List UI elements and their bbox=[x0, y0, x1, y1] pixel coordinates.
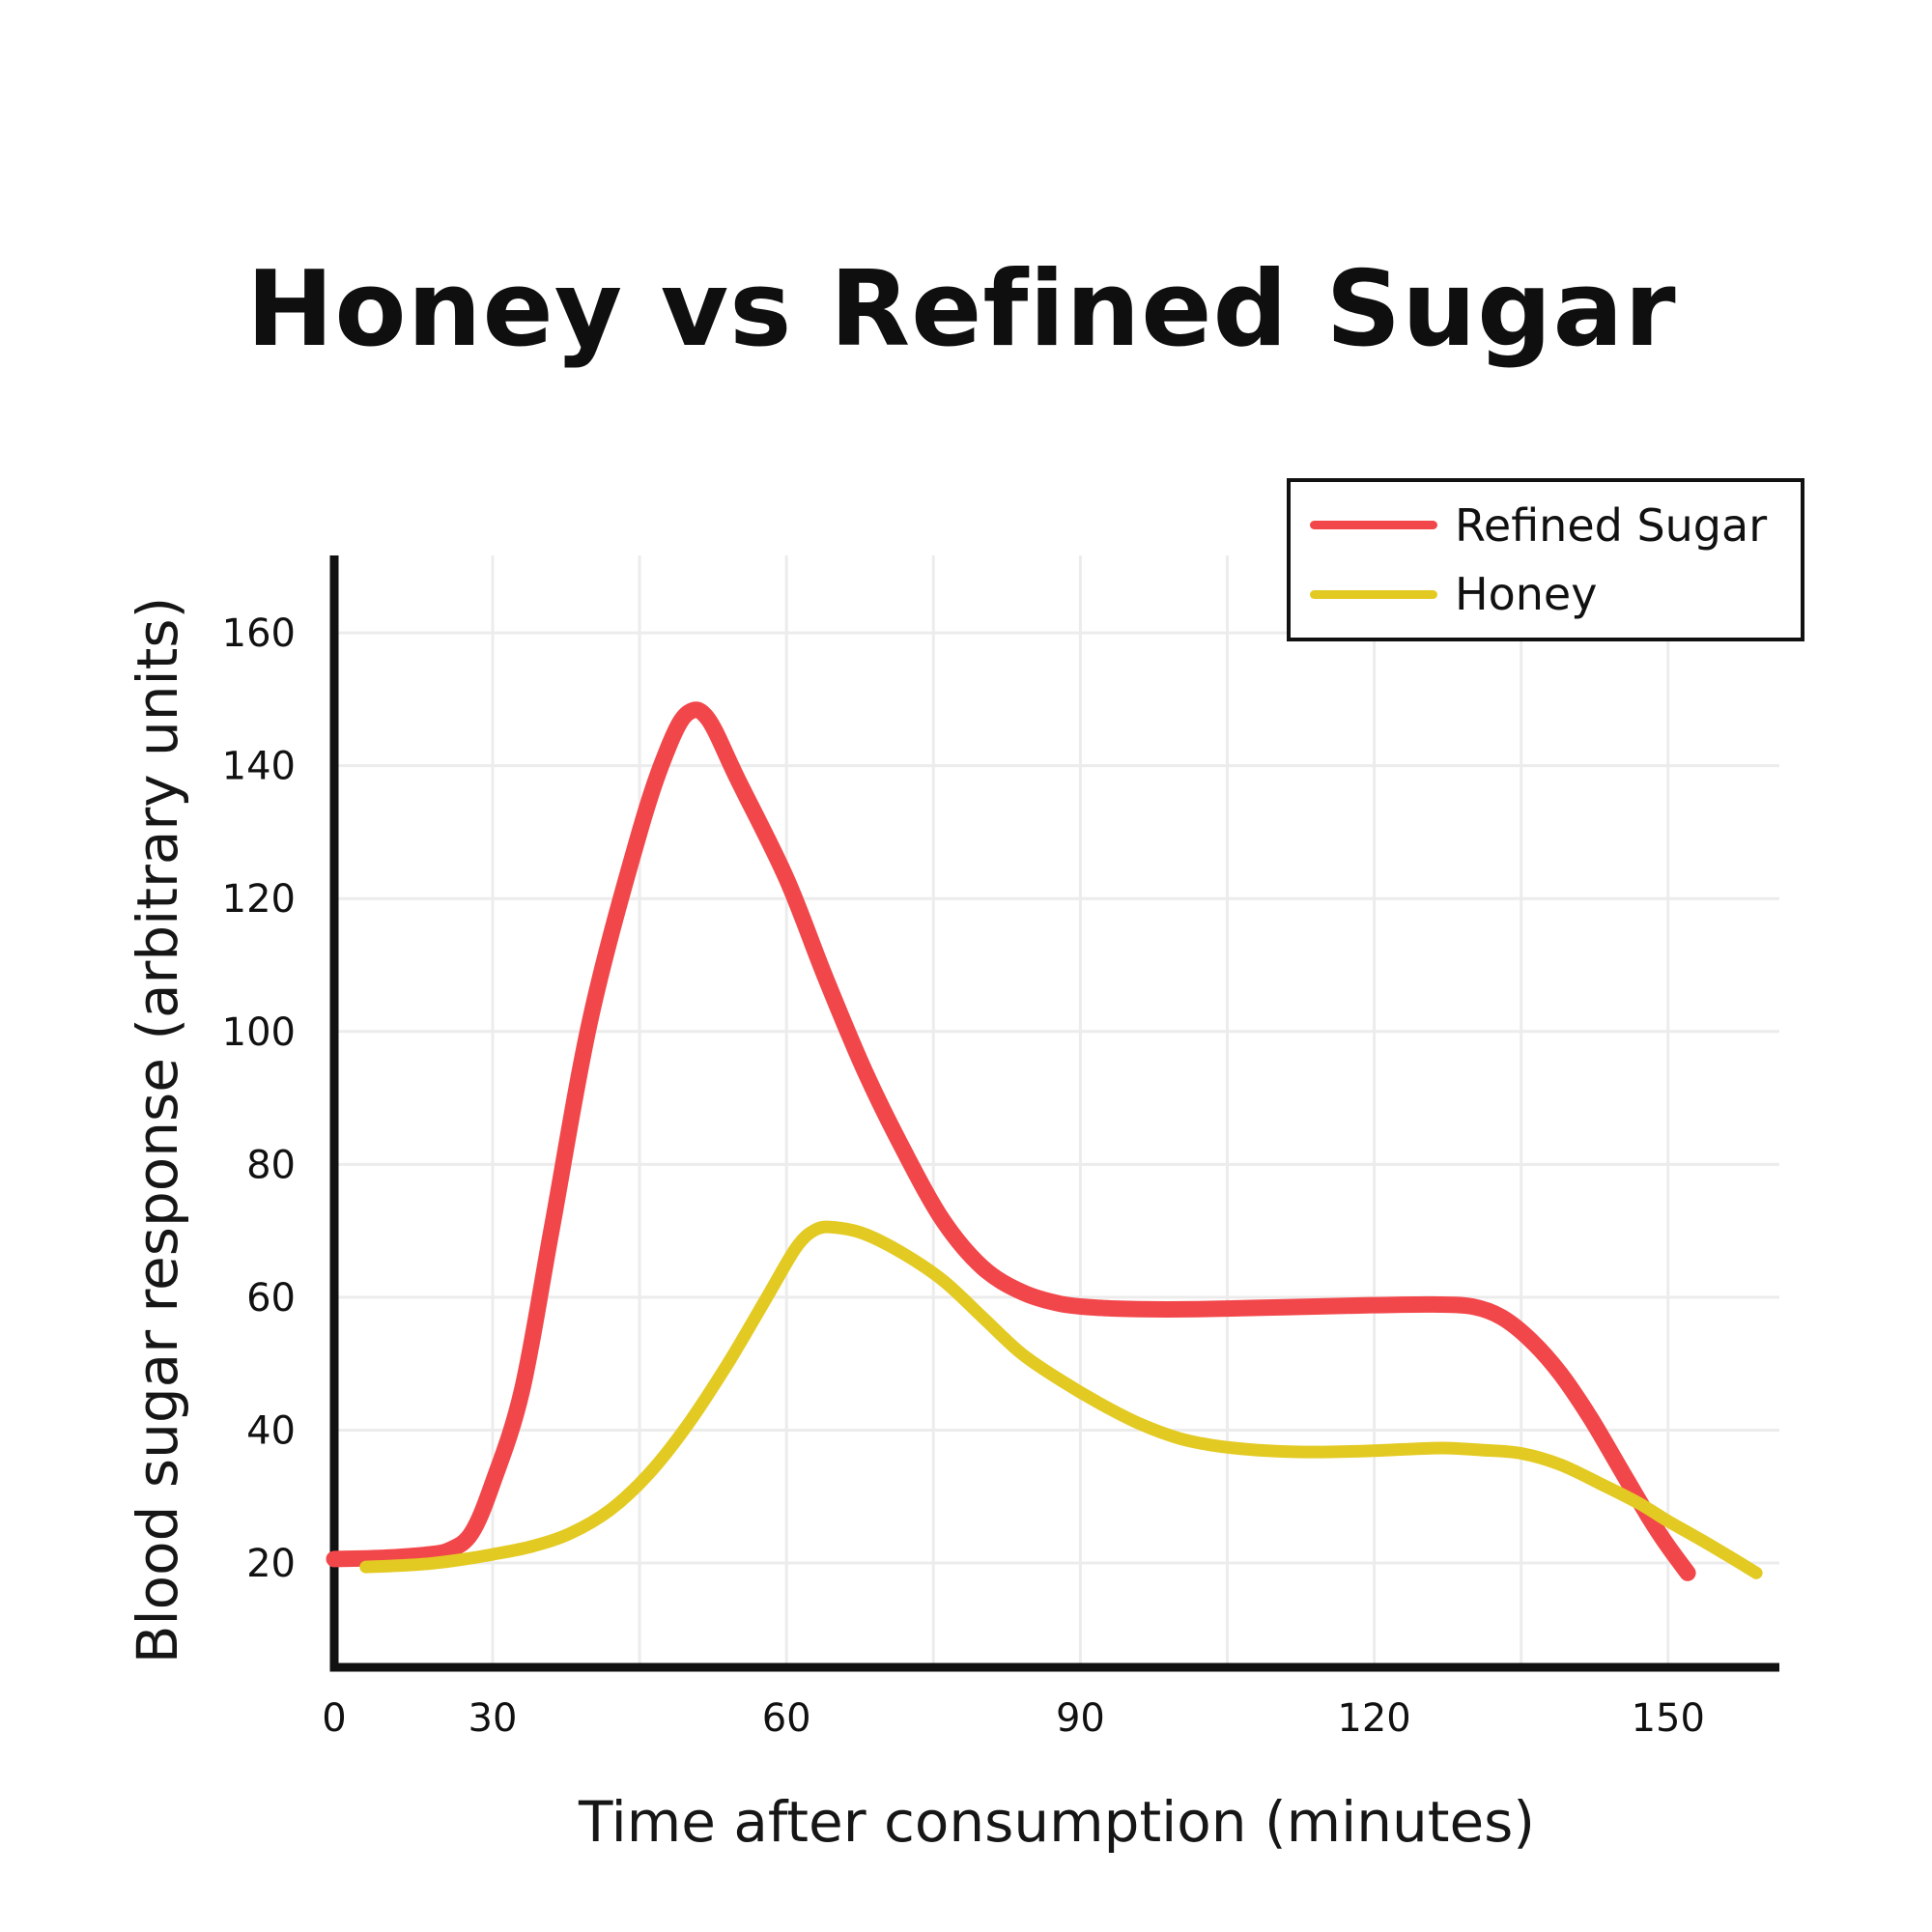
y-tick-label: 100 bbox=[222, 1010, 296, 1055]
y-tick-label: 80 bbox=[246, 1143, 296, 1187]
x-tick-label: 0 bbox=[322, 1696, 346, 1741]
legend: Refined Sugar Honey bbox=[1287, 478, 1804, 641]
legend-item-refined-sugar: Refined Sugar bbox=[1310, 499, 1801, 552]
y-tick-label: 40 bbox=[246, 1408, 296, 1453]
y-tick-label: 140 bbox=[222, 745, 296, 789]
legend-label-honey: Honey bbox=[1455, 568, 1598, 621]
legend-line-swatch-honey bbox=[1310, 589, 1437, 599]
y-tick-label: 20 bbox=[246, 1542, 296, 1586]
y-axis-title: Blood sugar response (arbitrary units) bbox=[125, 596, 190, 1664]
y-tick-label: 60 bbox=[246, 1276, 296, 1321]
x-tick-label: 120 bbox=[1337, 1696, 1410, 1741]
chart-title: Honey vs Refined Sugar bbox=[246, 249, 1677, 370]
x-axis-title: Time after consumption (minutes) bbox=[578, 1789, 1536, 1855]
y-tick-label: 160 bbox=[222, 611, 296, 656]
legend-line-swatch-refined-sugar bbox=[1310, 521, 1437, 530]
x-tick-label: 90 bbox=[1056, 1696, 1105, 1741]
series-line-refined-sugar bbox=[326, 701, 1696, 1581]
y-tick-label: 120 bbox=[222, 877, 296, 922]
x-tick-label: 60 bbox=[762, 1696, 811, 1741]
legend-label-refined-sugar: Refined Sugar bbox=[1455, 498, 1768, 552]
x-tick-label: 150 bbox=[1632, 1696, 1705, 1741]
x-tick-label: 30 bbox=[469, 1696, 518, 1741]
series-line-honey bbox=[359, 1220, 1763, 1579]
legend-item-honey: Honey bbox=[1310, 568, 1801, 620]
